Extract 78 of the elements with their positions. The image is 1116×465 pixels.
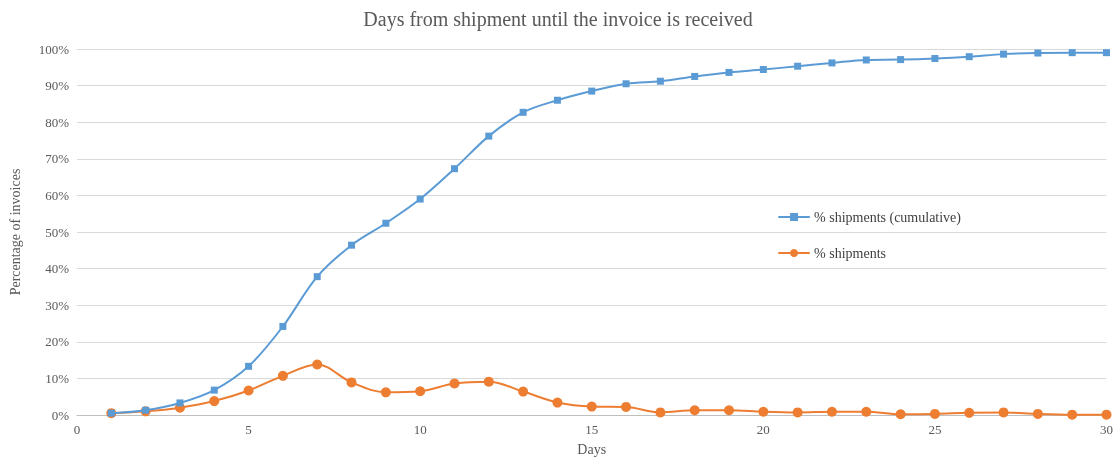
- y-tick-label: 10%: [45, 370, 70, 386]
- y-tick-label: 70%: [45, 151, 70, 167]
- point: [895, 409, 906, 420]
- point: [346, 377, 357, 388]
- x-tick-label: 5: [245, 422, 252, 437]
- point: [553, 96, 561, 104]
- point: [621, 401, 632, 412]
- point: [1034, 49, 1042, 57]
- point: [998, 407, 1009, 418]
- x-tick-label: 0: [73, 422, 81, 437]
- point: [656, 77, 664, 85]
- point: [897, 56, 905, 64]
- point: [416, 195, 424, 203]
- y-tick-label: 90%: [45, 78, 70, 94]
- point: [964, 407, 975, 418]
- point: [483, 376, 494, 387]
- y-tick-label: 50%: [45, 224, 70, 240]
- point: [277, 370, 288, 381]
- x-axis-title: Days: [577, 441, 607, 457]
- point: [759, 66, 767, 73]
- point: [655, 407, 666, 418]
- y-tick-label: 60%: [45, 187, 70, 203]
- point: [861, 406, 872, 417]
- point: [1000, 50, 1008, 58]
- point: [588, 87, 596, 95]
- point: [313, 273, 321, 281]
- point: [1103, 49, 1110, 57]
- point: [1067, 409, 1078, 420]
- legend-label: % shipments (cumulative): [814, 209, 962, 226]
- point: [862, 56, 870, 64]
- point: [1101, 409, 1112, 420]
- point: [586, 401, 597, 412]
- point: [794, 62, 802, 70]
- point: [725, 68, 733, 76]
- point: [380, 387, 391, 398]
- point: [518, 386, 529, 397]
- y-tick-label: 30%: [45, 297, 70, 313]
- point: [449, 378, 460, 389]
- x-tick-label: 10: [413, 422, 427, 437]
- point: [176, 399, 184, 407]
- point: [965, 53, 973, 61]
- point: [826, 406, 837, 417]
- point: [622, 80, 630, 88]
- point: [348, 241, 356, 249]
- y-tick-label: 20%: [45, 334, 70, 350]
- y-tick-label: 0%: [51, 407, 70, 423]
- point: [519, 108, 527, 116]
- point: [828, 59, 836, 67]
- point: [689, 405, 700, 416]
- legend-label: % shipments: [814, 245, 886, 261]
- point: [209, 396, 220, 407]
- point: [758, 406, 769, 417]
- point: [552, 397, 563, 408]
- point: [245, 362, 253, 370]
- point: [691, 72, 699, 80]
- x-tick-label: 15: [585, 422, 599, 437]
- x-tick-label: 25: [928, 422, 942, 437]
- x-tick-label: 20: [756, 422, 770, 437]
- chart-title: Days from shipment until the invoice is received: [363, 8, 753, 31]
- point: [312, 359, 323, 370]
- point: [450, 165, 458, 173]
- y-tick-label: 80%: [45, 114, 70, 130]
- point: [1068, 49, 1076, 57]
- y-axis-title: Percentage of invoices: [7, 168, 23, 296]
- point: [1032, 408, 1043, 419]
- x-tick-label: 30: [1100, 422, 1113, 437]
- point: [382, 219, 390, 227]
- y-tick-label: 100%: [38, 41, 70, 57]
- point: [243, 385, 254, 396]
- point: [931, 55, 939, 63]
- point: [279, 322, 287, 330]
- y-tick-label: 40%: [45, 261, 70, 277]
- point: [485, 132, 493, 140]
- point: [929, 408, 940, 419]
- point: [724, 405, 735, 416]
- point: [792, 407, 803, 418]
- point: [415, 386, 426, 397]
- point: [210, 386, 218, 394]
